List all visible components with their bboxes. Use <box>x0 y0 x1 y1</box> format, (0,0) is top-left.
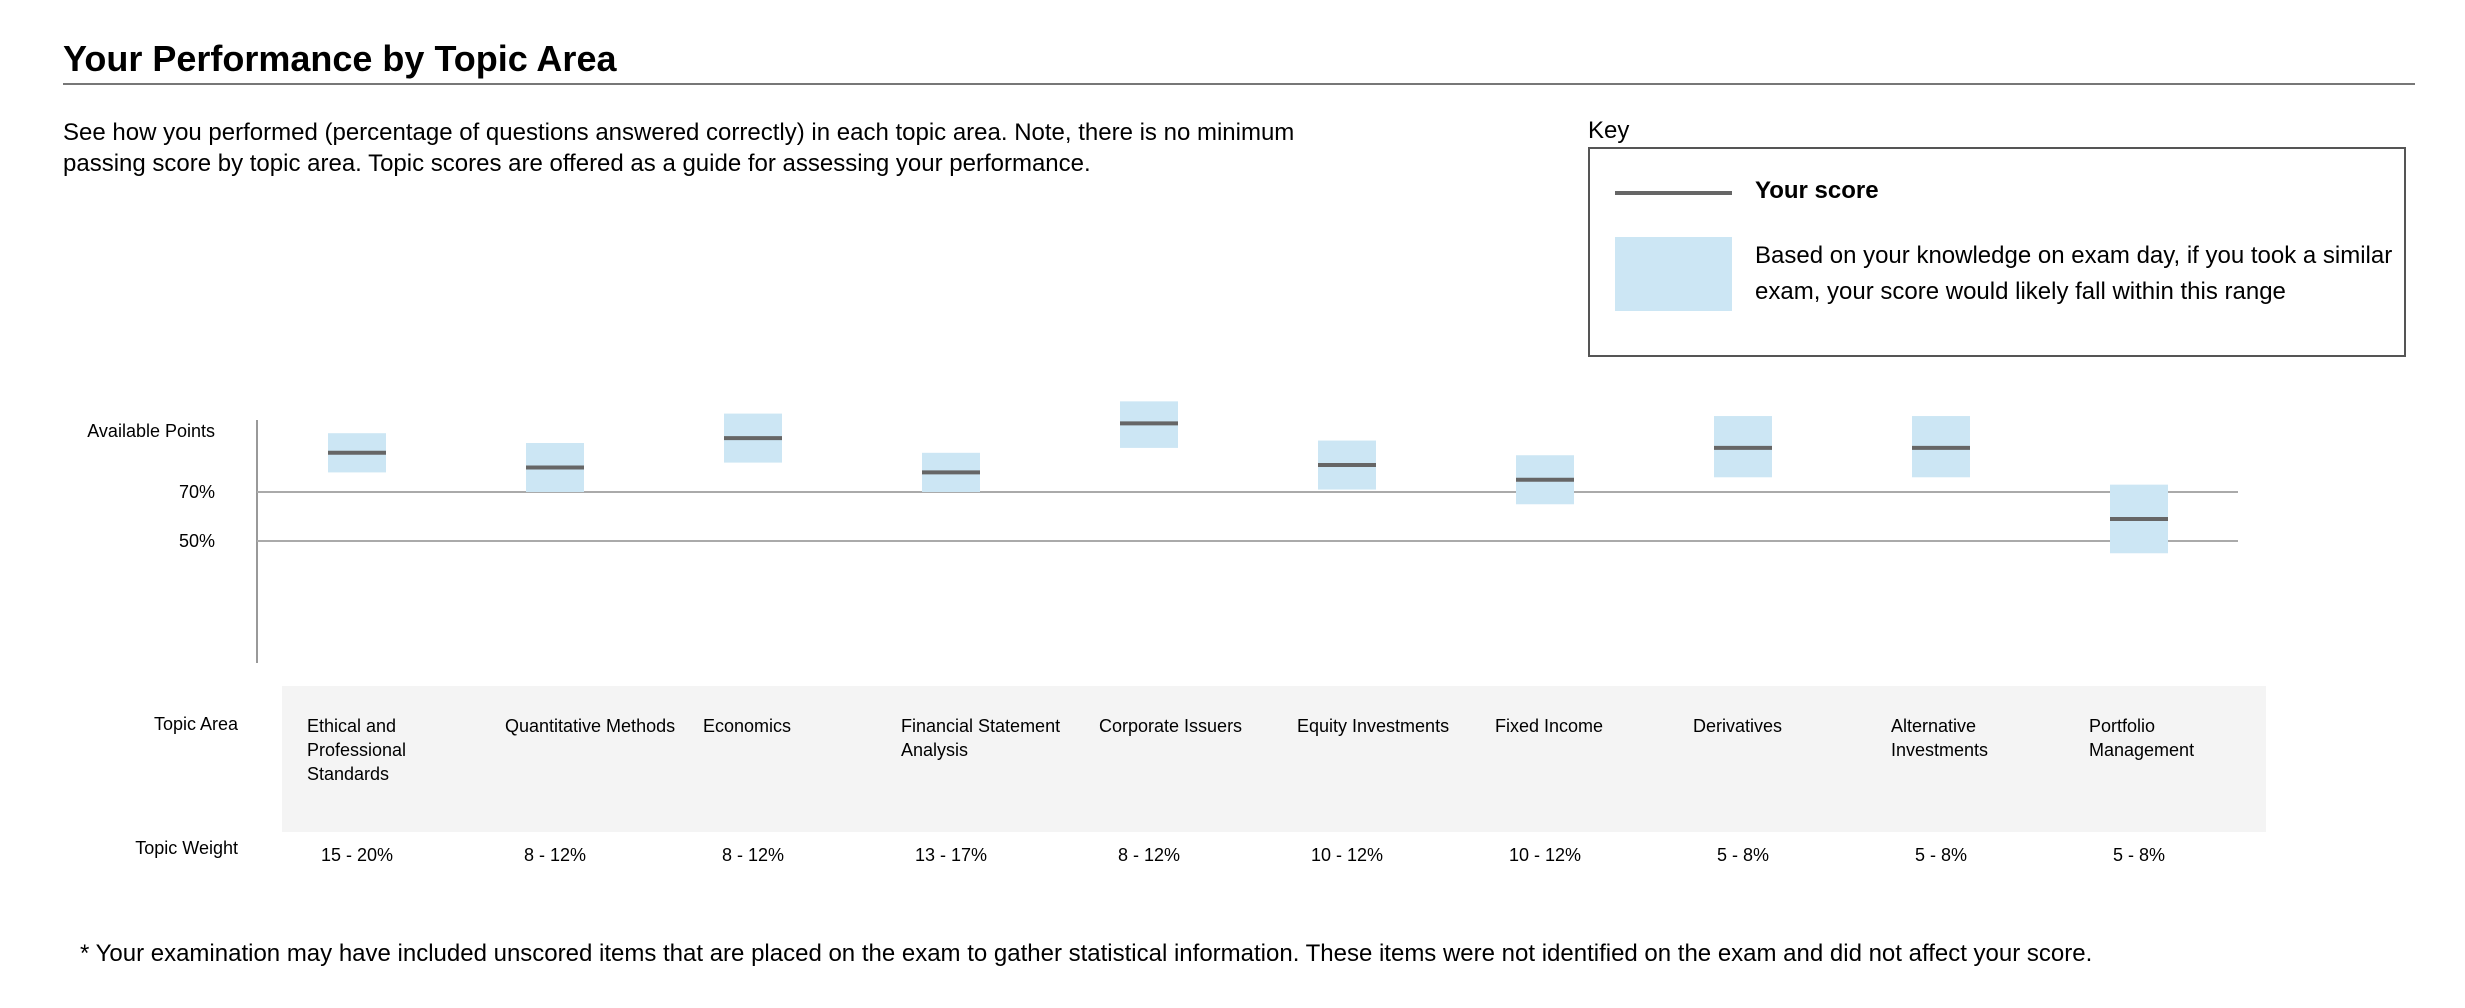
key-label: Key <box>1588 117 1630 144</box>
topic-weight-5: 10 - 12% <box>1310 845 1384 865</box>
topic-name-0: Ethical and Professional Standards <box>307 716 407 784</box>
topic-weight-9: 5 - 8% <box>2112 845 2166 865</box>
topic-weight-4: 8 - 12% <box>1117 845 1181 865</box>
topic-name-5: Equity Investments <box>1297 716 1450 736</box>
topic-name-4: Corporate Issuers <box>1099 716 1243 736</box>
y-tick-label-0: Available Points <box>87 421 215 441</box>
topic-weight-6: 10 - 12% <box>1508 845 1582 865</box>
topic-score-chart: Available Points 70% 50% <box>87 401 2238 663</box>
topic-weight-0: 15 - 20% <box>320 845 394 865</box>
title-divider <box>63 83 2415 85</box>
topic-name-2: Economics <box>703 716 792 736</box>
topic-name-1: Quantitative Methods <box>505 716 676 736</box>
topic-name-6: Fixed Income <box>1495 716 1604 736</box>
topic-weight-row-label: Topic Weight <box>135 838 238 858</box>
footnote: * Your examination may have included uns… <box>80 940 2093 967</box>
key-score-label: Your score <box>1755 177 1879 204</box>
topic-name-3: Financial Statement Analysis <box>901 716 1061 760</box>
page-title: Your Performance by Topic Area <box>63 38 617 79</box>
topic-name-8: Alternative Investments <box>1891 716 1989 760</box>
intro-text: See how you performed (percentage of que… <box>63 119 1295 177</box>
y-tick-label-1: 70% <box>179 482 215 502</box>
topic-name-9: Portfolio Management <box>2089 716 2195 760</box>
topic-area-band <box>282 686 2266 832</box>
chart-marks <box>328 401 2168 554</box>
topic-weight-2: 8 - 12% <box>721 845 785 865</box>
topic-weight-1: 8 - 12% <box>523 845 587 865</box>
key-range-label: Based on your knowledge on exam day, if … <box>1755 242 2393 305</box>
key-range-sample <box>1615 237 1732 311</box>
chart-axes: Available Points 70% 50% <box>87 420 2238 663</box>
y-tick-label-2: 50% <box>179 531 215 551</box>
topic-weight-8: 5 - 8% <box>1914 845 1968 865</box>
key-score-line-sample <box>1615 191 1732 195</box>
topic-weight-3: 13 - 17% <box>914 845 988 865</box>
topic-area-row-label: Topic Area <box>153 714 238 734</box>
topic-name-7: Derivatives <box>1693 716 1783 736</box>
topic-weight-7: 5 - 8% <box>1716 845 1770 865</box>
key-box: Your score Based on your knowledge on ex… <box>1588 147 2406 357</box>
